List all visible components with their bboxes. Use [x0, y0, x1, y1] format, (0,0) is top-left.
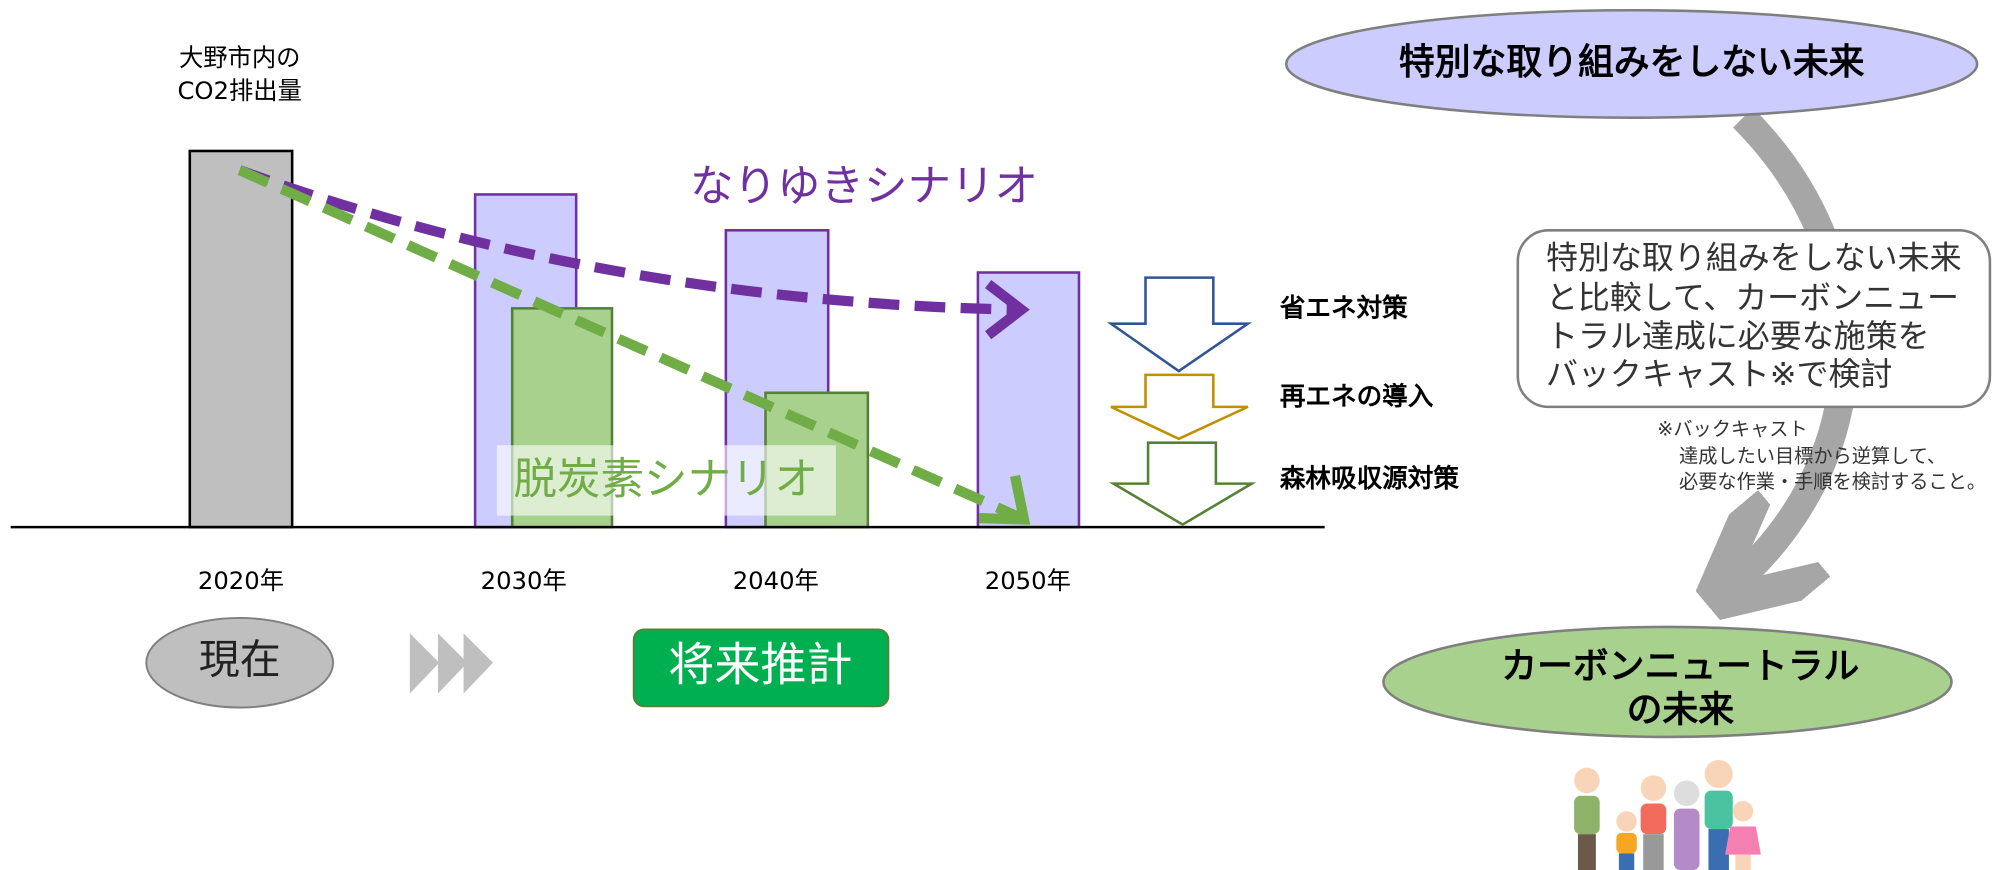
chart-label: CO2排出量: [177, 76, 301, 105]
top-future: 特別な取り組みをしない未来: [1399, 42, 1865, 83]
description: バックキャスト※で検討: [1546, 355, 1892, 393]
future-label: 将来推計: [668, 637, 852, 691]
year-label: 2040年: [733, 566, 819, 595]
measure: 再エネの導入: [1280, 381, 1434, 412]
family-illustration: [1574, 759, 1761, 870]
description-box: [1516, 229, 1992, 409]
description: と比較して、カーボンニュー: [1546, 278, 1959, 316]
decarbon-arrowhead: [979, 474, 1031, 525]
arrow-energy: [1106, 276, 1252, 373]
description: トラル達成に必要な施策を: [1546, 317, 1930, 355]
future-box: [632, 628, 890, 708]
note: 必要な作業・手順を検討すること。: [1679, 470, 1986, 493]
measure: 省エネ対策: [1279, 293, 1408, 324]
measure: 森林吸収源対策: [1280, 463, 1459, 494]
bar-2020: [188, 149, 294, 529]
bottom-ellipse: [1382, 625, 1953, 739]
bottom-future: カーボンニュートラル: [1501, 646, 1859, 687]
top-ellipse: [1284, 8, 1979, 119]
chart-label: 大野市内の: [179, 43, 300, 72]
present-ellipse: [145, 616, 335, 709]
trend-label: なりゆきシナリオ: [690, 162, 1038, 212]
present-label: 現在: [199, 636, 281, 684]
note: ※バックキャスト: [1657, 417, 1807, 440]
arrow-renewable: [1110, 373, 1249, 441]
bar-trend-2050: [976, 271, 1081, 529]
decarbon-label-bg: [496, 445, 836, 516]
chevrons: [409, 633, 494, 694]
decarbon-label: 脱炭素シナリオ: [513, 455, 818, 505]
bottom-future: の未来: [1627, 689, 1735, 730]
arrow-forest: [1108, 441, 1257, 527]
trend-arrowhead: [985, 279, 1030, 340]
description: 特別な取り組みをしない未来: [1546, 239, 1962, 277]
down-arrows: [1106, 276, 1257, 527]
decarbon-arrow: [237, 165, 1024, 523]
year-label: 2030年: [481, 566, 567, 595]
year-label: 2020年: [198, 566, 284, 595]
note: 達成したい目標から逆算して、: [1679, 444, 1946, 467]
year-label: 2050年: [985, 566, 1071, 595]
trend-arrow: [237, 165, 1018, 315]
